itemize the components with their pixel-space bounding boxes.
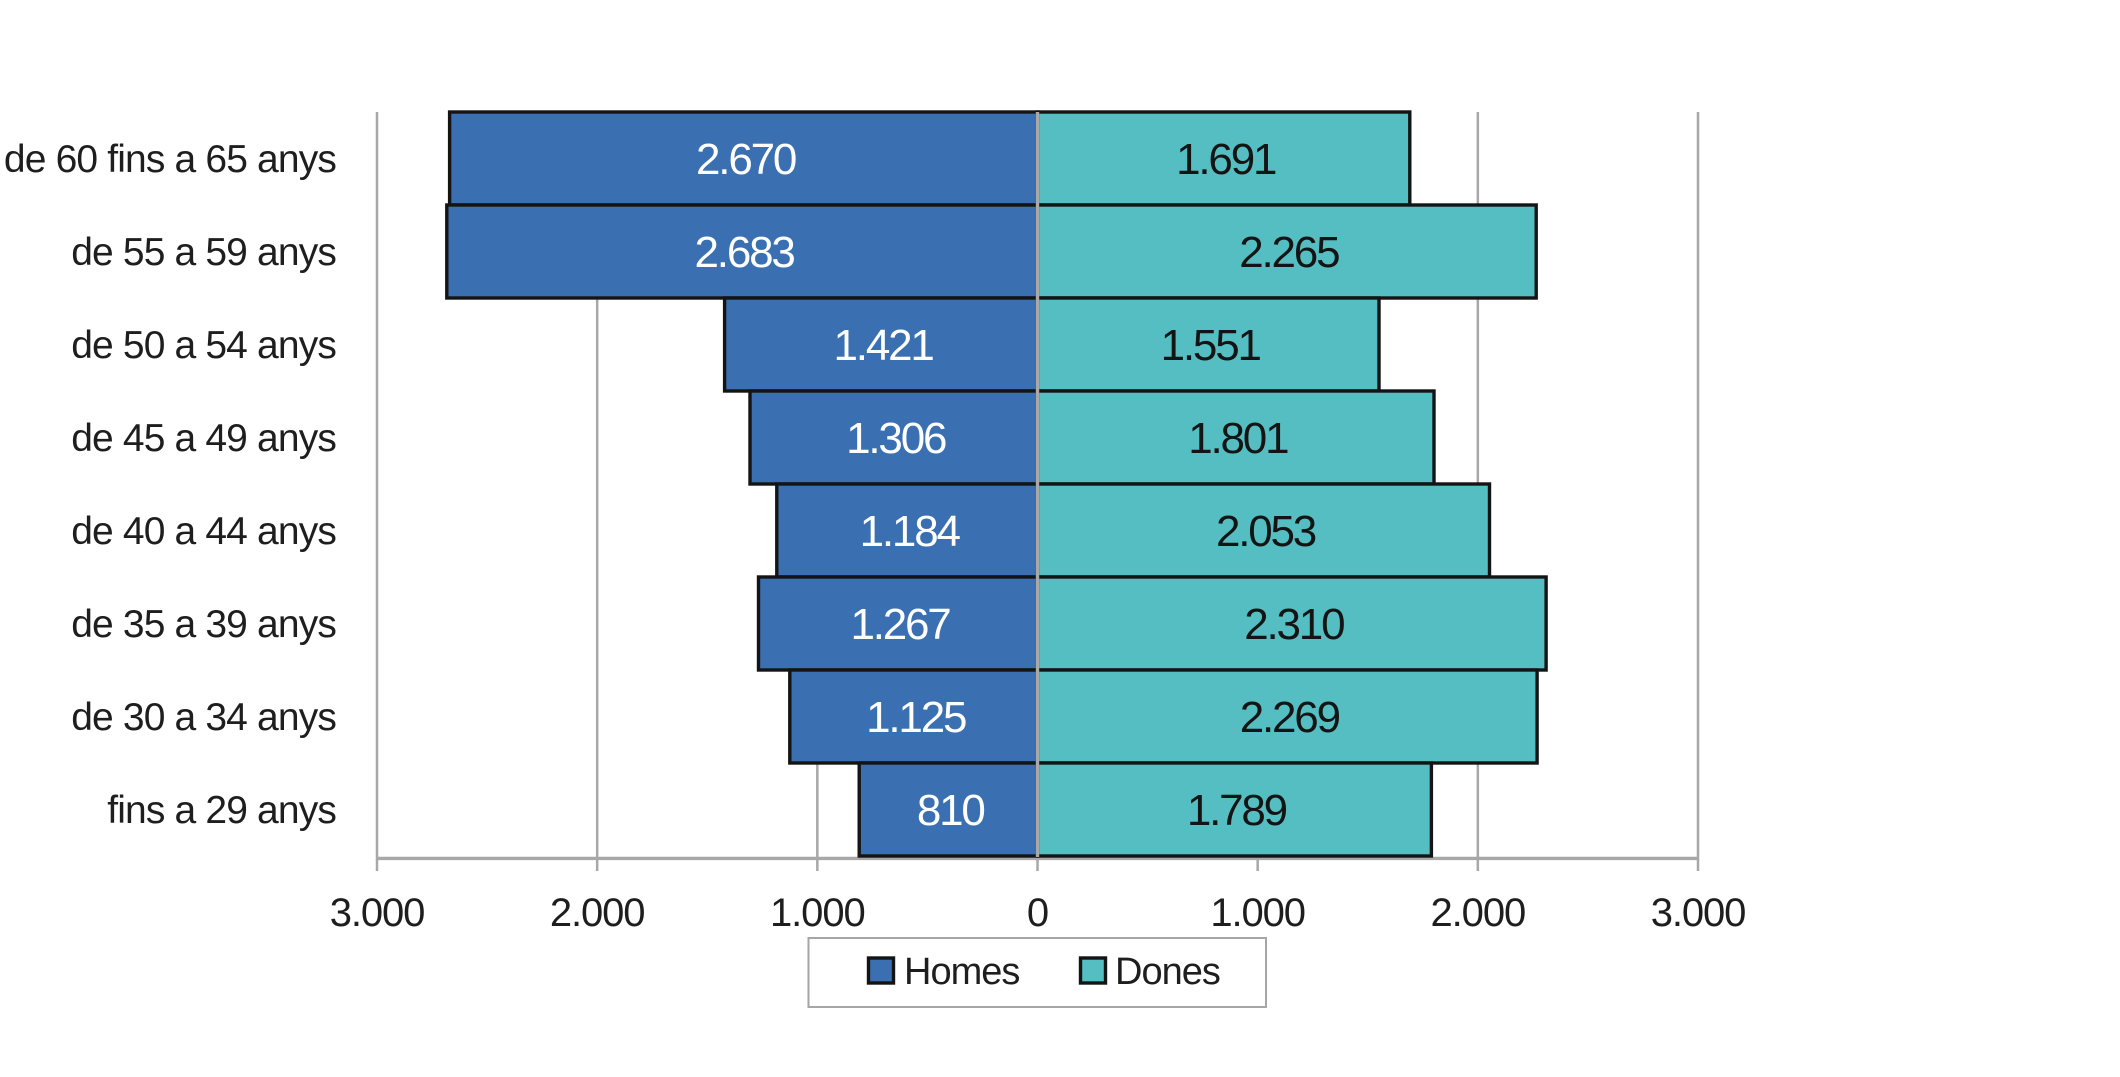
svg-text:3.000: 3.000 xyxy=(330,891,425,935)
svg-text:1.801: 1.801 xyxy=(1188,414,1288,463)
svg-text:1.125: 1.125 xyxy=(866,693,966,742)
svg-text:2.670: 2.670 xyxy=(696,135,796,184)
svg-text:de 40 a 44 anys: de 40 a 44 anys xyxy=(71,510,336,553)
svg-text:2.000: 2.000 xyxy=(1431,891,1526,935)
svg-text:de 35 a 39 anys: de 35 a 39 anys xyxy=(71,603,336,646)
svg-text:de 50 a 54 anys: de 50 a 54 anys xyxy=(71,324,336,367)
svg-text:de 30 a 34 anys: de 30 a 34 anys xyxy=(71,696,336,739)
svg-text:3.000: 3.000 xyxy=(1651,891,1746,935)
svg-text:2.310: 2.310 xyxy=(1244,600,1344,649)
svg-text:1.267: 1.267 xyxy=(850,600,950,649)
svg-text:Homes: Homes xyxy=(904,951,1019,993)
svg-text:Dones: Dones xyxy=(1115,951,1220,993)
svg-text:1.184: 1.184 xyxy=(860,507,961,556)
svg-text:1.551: 1.551 xyxy=(1161,321,1261,370)
svg-text:2.053: 2.053 xyxy=(1216,507,1316,556)
svg-text:de 45 a 49 anys: de 45 a 49 anys xyxy=(71,417,336,460)
svg-text:1.000: 1.000 xyxy=(1210,891,1305,935)
svg-text:de 60 fins a 65 anys: de 60 fins a 65 anys xyxy=(4,138,336,181)
svg-text:de 55 a 59 anys: de 55 a 59 anys xyxy=(71,231,336,274)
svg-text:1.789: 1.789 xyxy=(1187,786,1287,835)
svg-text:1.306: 1.306 xyxy=(846,414,946,463)
svg-text:2.683: 2.683 xyxy=(695,228,795,277)
svg-text:2.000: 2.000 xyxy=(550,891,645,935)
svg-text:1.691: 1.691 xyxy=(1176,135,1276,184)
svg-text:0: 0 xyxy=(1027,891,1048,935)
svg-text:810: 810 xyxy=(917,786,985,835)
svg-text:2.265: 2.265 xyxy=(1239,228,1339,277)
svg-text:fins a 29 anys: fins a 29 anys xyxy=(107,789,336,832)
svg-text:1.000: 1.000 xyxy=(770,891,865,935)
svg-text:1.421: 1.421 xyxy=(834,321,934,370)
svg-text:2.269: 2.269 xyxy=(1240,693,1340,742)
